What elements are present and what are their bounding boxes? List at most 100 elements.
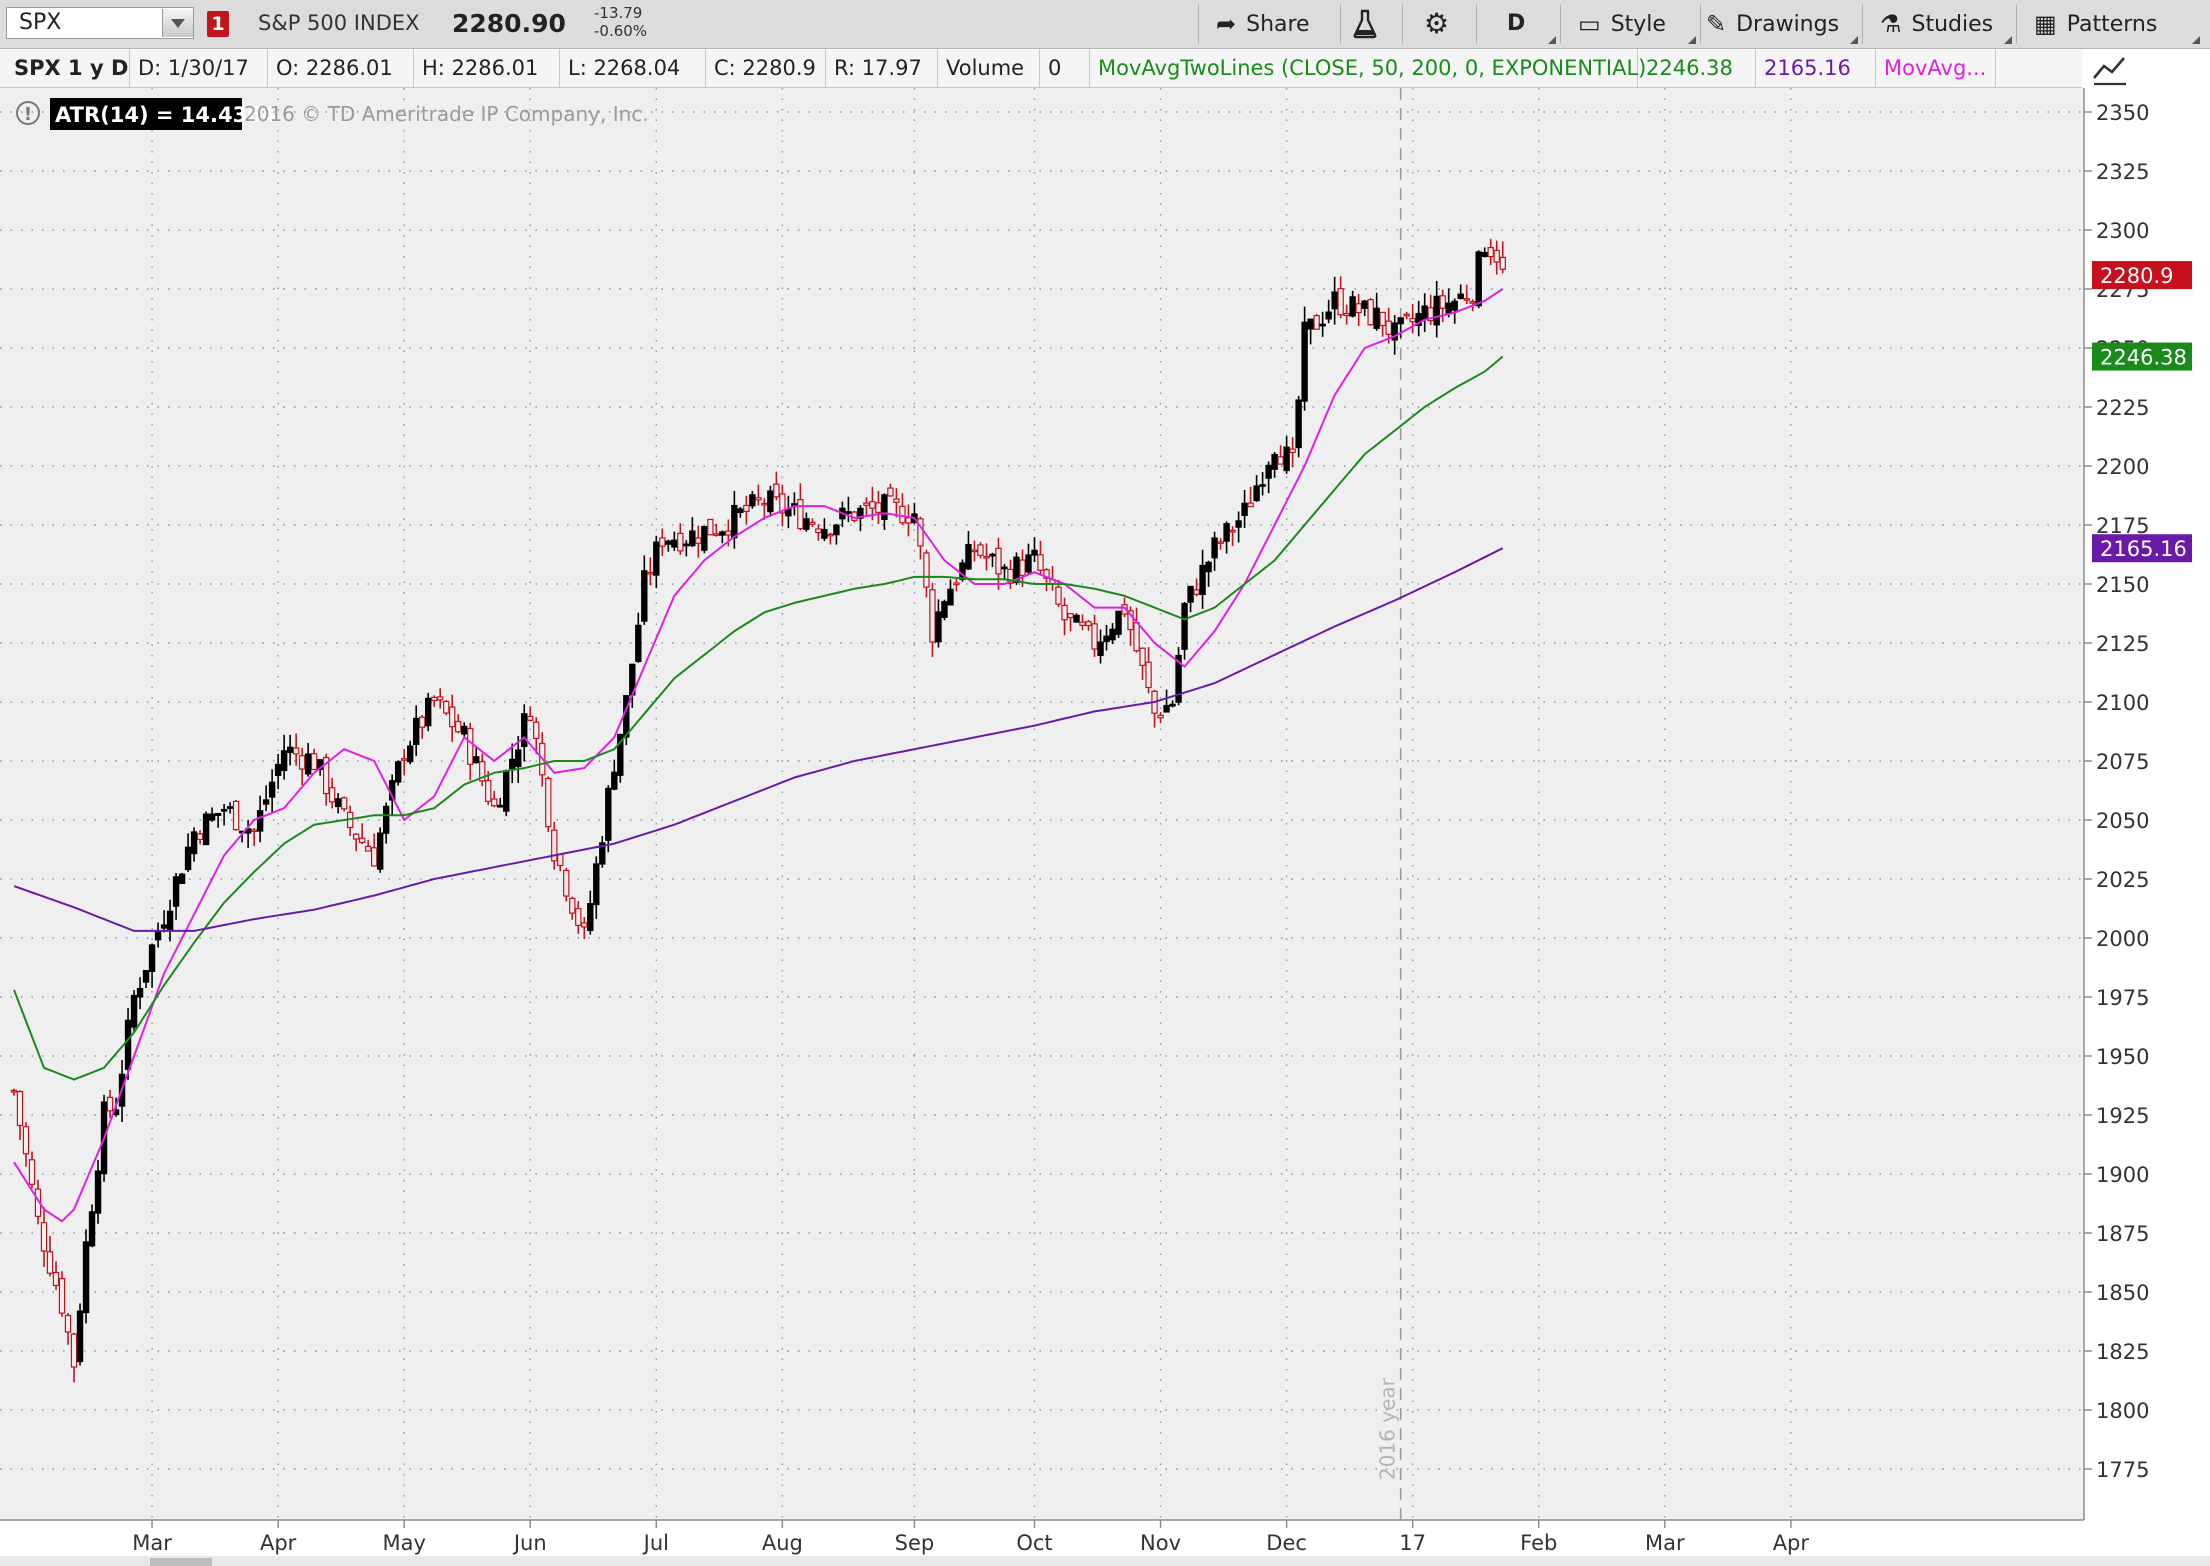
candle-body: [1283, 446, 1290, 472]
candle-body: [214, 812, 222, 816]
candle: [1415, 300, 1422, 337]
candle-body: [1109, 628, 1116, 641]
candle: [587, 890, 594, 935]
candle-body: [1157, 714, 1164, 719]
candle-body: [557, 853, 564, 867]
atr-label: ATR(14) = 14.4364: [55, 103, 276, 127]
candle-body: [82, 1241, 90, 1314]
candle-body: [881, 494, 888, 520]
toolbar-divider: [1700, 4, 1701, 44]
candle-body: [1373, 307, 1380, 329]
drawings-button[interactable]: ✎ Drawings: [1706, 6, 1839, 42]
studies-button[interactable]: ⚗ Studies: [1880, 6, 1993, 42]
candle-body: [1013, 556, 1020, 583]
candle: [352, 833, 360, 852]
candle: [581, 917, 588, 940]
candle-body: [202, 813, 210, 846]
candle-body: [833, 524, 840, 536]
candle-body: [1337, 288, 1344, 316]
candle: [1343, 304, 1350, 325]
candle: [58, 1271, 66, 1317]
candle: [713, 523, 720, 537]
candle-body: [773, 483, 780, 498]
candle-body: [166, 910, 174, 931]
bar-date: D: 1/30/17: [130, 49, 268, 87]
candle-body: [641, 570, 648, 622]
candle-body: [845, 511, 852, 514]
last-price: 2280.90: [452, 9, 566, 38]
candle: [479, 753, 486, 787]
candle-body: [418, 716, 426, 728]
candle: [1217, 538, 1224, 550]
candle: [473, 747, 480, 764]
candle-body: [322, 756, 330, 795]
candle: [551, 821, 558, 870]
candle-body: [515, 749, 522, 768]
candle-body: [1367, 299, 1374, 326]
candle-body: [593, 863, 600, 906]
share-label: Share: [1246, 12, 1310, 37]
style-button[interactable]: ▭ Style: [1578, 6, 1666, 42]
candle-body: [821, 528, 828, 539]
candle: [977, 542, 984, 559]
style-caret-icon: [1688, 36, 1696, 44]
candle: [749, 491, 756, 509]
settings-button[interactable]: ⚙: [1424, 6, 1449, 42]
candle: [340, 796, 348, 812]
drawings-label: Drawings: [1736, 12, 1840, 37]
candle-body: [497, 804, 504, 808]
candle-body: [731, 504, 738, 539]
candle: [76, 1303, 84, 1366]
candle: [196, 830, 204, 845]
candle: [455, 714, 462, 734]
patterns-button[interactable]: ▦ Patterns: [2034, 6, 2157, 42]
chart-style-icon[interactable]: [2090, 52, 2130, 86]
candle: [310, 748, 318, 771]
candle-body: [917, 518, 924, 547]
candle: [857, 505, 864, 532]
aggregation-button[interactable]: D: [1507, 6, 1525, 42]
candle: [1373, 292, 1380, 331]
horizontal-scrollbar[interactable]: [0, 1556, 2210, 1566]
candle: [178, 872, 186, 884]
price-tick-label: 2025: [2096, 868, 2149, 892]
candle-body: [352, 833, 360, 840]
time-tick-label: Mar: [1645, 1531, 1685, 1555]
candle-body: [935, 611, 942, 643]
patterns-caret-icon: [2192, 36, 2200, 44]
candle-body: [1067, 613, 1074, 619]
candle-body: [154, 931, 162, 941]
moving-average-50-line: [13, 355, 1504, 1081]
price-chart[interactable]: 1775 1800 1825 1850 1875 1900 1925 1950 1975 2000…: [0, 88, 2210, 1556]
study-label[interactable]: MovAvgTwoLines (CLOSE, 50, 200, 0, EXPON…: [1090, 49, 1646, 87]
candle: [334, 793, 342, 814]
candle: [1487, 238, 1494, 266]
flask-button[interactable]: [1352, 6, 1382, 42]
time-tick-label: 17: [1399, 1531, 1426, 1555]
candle-body: [172, 876, 180, 907]
price-label-box: [2092, 261, 2192, 290]
plot-area: [0, 88, 2084, 1520]
candle-body: [1181, 602, 1188, 650]
candle-body: [1343, 312, 1350, 317]
study2-label[interactable]: MovAvg...: [1876, 49, 1996, 87]
price-tick-label: 2225: [2096, 396, 2149, 420]
candle-body: [887, 487, 894, 497]
candle: [52, 1261, 60, 1291]
symbol-dropdown-button[interactable]: [162, 9, 193, 37]
instrument-description: S&P 500 INDEX: [258, 11, 420, 35]
candle-body: [1193, 589, 1200, 595]
candle-body: [1097, 641, 1104, 656]
candle: [599, 835, 606, 868]
study-value-ma200: 2165.16: [1756, 49, 1876, 87]
candle-body: [190, 831, 198, 855]
candle-body: [262, 799, 270, 805]
candle: [1223, 521, 1230, 554]
candle: [773, 471, 780, 501]
share-icon: ➦: [1216, 10, 1237, 38]
scrollbar-thumb[interactable]: [150, 1558, 212, 1566]
link-group-badge[interactable]: 1: [207, 11, 229, 37]
share-button[interactable]: ➦ Share: [1216, 6, 1310, 42]
candle: [821, 518, 828, 542]
candle: [929, 582, 936, 657]
